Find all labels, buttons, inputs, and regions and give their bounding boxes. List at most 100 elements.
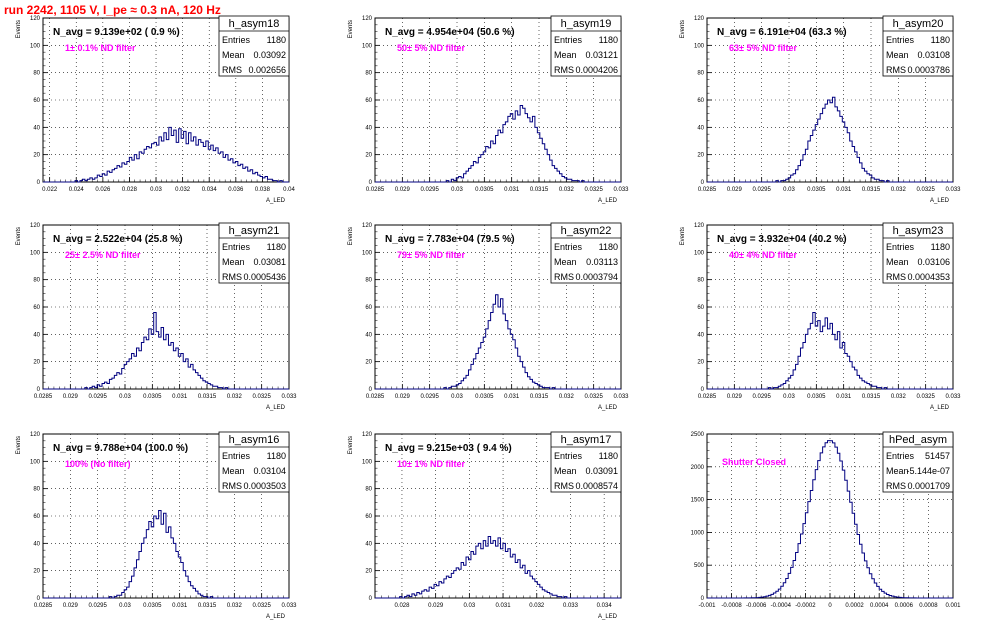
- x-tick-label: 0.0315: [198, 603, 217, 609]
- stats-box: [882, 431, 954, 493]
- x-axis-label: A_LED: [266, 198, 286, 204]
- x-tick-label: 0.0305: [143, 394, 162, 400]
- stats-name: hPed_asym: [889, 434, 947, 446]
- x-tick-label: 0.0004: [870, 603, 889, 609]
- x-tick-label: -0.0002: [795, 603, 816, 609]
- x-tick-label: 0.029: [63, 394, 79, 400]
- x-tick-label: 0.0008: [919, 603, 938, 609]
- y-tick-label: 0: [37, 596, 41, 602]
- stats-name: h_asym18: [229, 18, 280, 30]
- x-tick-label: 0.029: [395, 394, 411, 400]
- stats-name: h_asym21: [229, 225, 280, 237]
- x-tick-label: 0.0002: [845, 603, 864, 609]
- x-tick-label: 0.029: [428, 603, 444, 609]
- x-tick-label: 0.031: [504, 187, 520, 193]
- y-tick-label: 100: [362, 43, 373, 49]
- y-tick-label: 40: [33, 125, 40, 131]
- x-tick-label: 0.0295: [88, 394, 107, 400]
- y-tick-label: 20: [33, 153, 40, 159]
- y-tick-label: 120: [30, 432, 41, 438]
- y-tick-label: 40: [697, 125, 704, 131]
- x-axis-label: A_LED: [598, 614, 618, 620]
- stats-rms-label: RMS: [886, 481, 906, 491]
- x-tick-label: 0.034: [597, 603, 613, 609]
- filter-annotation: 63± 5% ND filter: [729, 43, 797, 53]
- x-tick-label: 0.03: [783, 187, 795, 193]
- stats-mean-label: Mean: [222, 50, 245, 60]
- y-tick-label: 120: [30, 223, 41, 229]
- x-tick-label: 0.0325: [252, 394, 271, 400]
- y-tick-label: 120: [694, 16, 705, 22]
- y-tick-label: 100: [694, 43, 705, 49]
- histogram-line: [43, 311, 289, 390]
- stats-mean-label: Mean: [886, 466, 909, 476]
- y-tick-label: 60: [697, 98, 704, 104]
- stats-mean-label: Mean: [886, 257, 909, 267]
- histogram-panel-h_asym18: 0.022 0.024 0.026 0.028 0.03 0.032 0.034 0.036 0…: [16, 15, 295, 204]
- navg-label: N_avg = 2.522e+04 (25.8 %): [53, 234, 183, 245]
- stats-entries-value: 1180: [599, 242, 618, 252]
- y-tick-label: 120: [362, 223, 373, 229]
- stats-name: h_asym19: [561, 18, 612, 30]
- x-tick-label: 0.0305: [807, 394, 826, 400]
- x-tick-label: 0.032: [175, 187, 191, 193]
- y-tick-label: 80: [365, 487, 372, 493]
- stats-entries-label: Entries: [886, 35, 915, 45]
- stats-entries-label: Entries: [554, 451, 583, 461]
- y-axis-label: Events: [348, 227, 354, 245]
- x-tick-label: 0.033: [563, 603, 579, 609]
- stats-entries-label: Entries: [222, 35, 251, 45]
- y-tick-label: 20: [33, 360, 40, 366]
- filter-annotation: 10± 1% ND filter: [397, 459, 465, 469]
- stats-entries-label: Entries: [554, 242, 583, 252]
- y-axis-label: Events: [16, 227, 22, 245]
- histogram-line: [43, 510, 289, 599]
- stats-entries-label: Entries: [222, 242, 251, 252]
- stats-rms-value: 0.0003794: [575, 272, 618, 282]
- x-tick-label: -0.0008: [721, 603, 742, 609]
- x-tick-label: 0.03: [119, 394, 131, 400]
- stats-entries-label: Entries: [222, 451, 251, 461]
- stats-mean-label: Mean: [222, 466, 245, 476]
- x-tick-label: 0.03: [150, 187, 162, 193]
- stats-mean-label: Mean: [554, 50, 577, 60]
- stats-mean-value: -5.144e-07: [906, 466, 950, 476]
- y-tick-label: 60: [365, 514, 372, 520]
- x-tick-label: 0.032: [559, 394, 575, 400]
- x-tick-label: 0.031: [172, 394, 188, 400]
- x-axis-label: A_LED: [266, 614, 286, 620]
- x-tick-label: 0.0315: [862, 394, 881, 400]
- x-tick-label: 0.0305: [475, 187, 494, 193]
- x-tick-label: 0.031: [836, 394, 852, 400]
- histogram-line: [375, 294, 621, 390]
- x-tick-label: 0.0325: [916, 187, 935, 193]
- stats-rms-label: RMS: [222, 272, 242, 282]
- x-tick-label: 0.031: [836, 187, 852, 193]
- stats-entries-value: 1180: [599, 451, 618, 461]
- y-tick-label: 100: [30, 43, 41, 49]
- x-tick-label: 0.0295: [752, 187, 771, 193]
- stats-entries-label: Entries: [554, 35, 583, 45]
- stats-name: h_asym23: [893, 225, 944, 237]
- stats-name: h_asym16: [229, 434, 280, 446]
- histogram-line: [375, 104, 621, 183]
- y-tick-label: 100: [30, 459, 41, 465]
- stats-entries-label: Entries: [886, 242, 915, 252]
- stats-rms-label: RMS: [886, 272, 906, 282]
- x-tick-label: 0.029: [395, 187, 411, 193]
- navg-label: N_avg = 7.783e+04 (79.5 %): [385, 234, 515, 245]
- x-tick-label: 0.033: [281, 394, 297, 400]
- y-tick-label: 40: [33, 541, 40, 547]
- x-axis-label: A_LED: [266, 405, 286, 411]
- x-tick-label: 0.031: [172, 603, 188, 609]
- y-axis-label: Events: [680, 20, 686, 38]
- x-tick-label: 0.0285: [698, 394, 717, 400]
- x-tick-label: 0.032: [227, 394, 243, 400]
- y-axis-label: Events: [16, 20, 22, 38]
- y-tick-label: 80: [697, 71, 704, 77]
- stats-entries-value: 51457: [925, 451, 950, 461]
- stats-entries-value: 1180: [267, 242, 286, 252]
- histogram-line: [707, 440, 953, 599]
- x-axis-label: A_LED: [930, 405, 950, 411]
- x-tick-label: 0.026: [95, 187, 111, 193]
